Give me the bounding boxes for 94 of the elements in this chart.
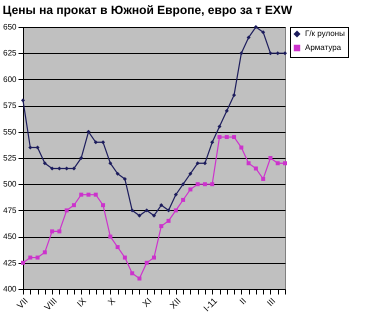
x-tick-label: XI xyxy=(140,296,154,309)
point xyxy=(210,182,214,186)
point xyxy=(86,130,90,134)
point xyxy=(210,140,214,144)
point xyxy=(21,98,25,102)
point xyxy=(116,172,120,176)
point xyxy=(218,124,222,129)
y-tick-label: 575 xyxy=(3,101,18,110)
y-tick-label: 400 xyxy=(3,284,18,294)
point xyxy=(261,176,266,181)
point xyxy=(232,135,236,140)
point xyxy=(137,276,142,281)
point xyxy=(181,198,186,202)
y-tick-label: 475 xyxy=(3,206,18,215)
point xyxy=(79,192,84,197)
point xyxy=(101,203,106,208)
point xyxy=(181,182,186,186)
point xyxy=(196,161,200,166)
point xyxy=(50,229,54,234)
point xyxy=(122,176,127,181)
legend-label: Арматура xyxy=(305,43,342,52)
x-tick-label: VIII xyxy=(42,296,59,312)
point xyxy=(101,140,106,144)
point xyxy=(166,218,171,223)
x-tick-label: X xyxy=(106,296,118,308)
point xyxy=(218,135,222,140)
point xyxy=(159,203,164,208)
point xyxy=(202,182,207,186)
y-tick-label: 550 xyxy=(3,127,18,136)
y-tick-label: 425 xyxy=(3,258,18,268)
y-tick-label: 650 xyxy=(3,22,18,32)
point xyxy=(64,208,69,212)
legend-label: Г/к рулоны xyxy=(305,29,346,38)
point xyxy=(144,208,149,212)
point xyxy=(254,25,258,29)
point xyxy=(42,161,47,166)
point xyxy=(166,208,171,212)
point xyxy=(174,208,178,212)
point xyxy=(130,208,134,212)
point xyxy=(130,271,134,276)
x-tick-label: XII xyxy=(168,296,183,311)
point xyxy=(254,166,258,170)
point xyxy=(174,192,178,197)
point xyxy=(94,192,98,197)
point xyxy=(57,229,62,234)
point xyxy=(36,146,40,150)
point xyxy=(246,35,251,40)
point xyxy=(188,187,192,192)
x-tick-label: VII xyxy=(15,296,30,311)
point xyxy=(283,51,287,56)
y-tick-label: 450 xyxy=(3,232,18,242)
point xyxy=(137,214,142,218)
point xyxy=(72,203,76,208)
point xyxy=(28,256,32,260)
point xyxy=(152,214,156,218)
point xyxy=(283,161,287,166)
point xyxy=(276,51,280,56)
point xyxy=(268,156,272,160)
x-tick-label: I-11 xyxy=(202,296,220,314)
point xyxy=(188,172,192,176)
y-tick-label: 625 xyxy=(3,48,18,58)
point xyxy=(246,161,251,166)
point xyxy=(202,161,207,166)
point xyxy=(64,166,69,170)
point xyxy=(116,245,120,250)
point xyxy=(276,161,280,166)
point xyxy=(224,135,229,140)
point xyxy=(122,256,127,260)
point xyxy=(108,161,112,166)
point xyxy=(79,156,84,160)
x-tick-label: II xyxy=(238,296,248,306)
point xyxy=(108,234,112,239)
point xyxy=(152,256,156,260)
x-tick-label: III xyxy=(264,296,278,308)
y-tick-label: 525 xyxy=(3,154,18,162)
x-tick-label: IX xyxy=(74,296,88,309)
point xyxy=(42,250,47,254)
point xyxy=(159,224,164,228)
y-tick-label: 600 xyxy=(3,74,18,84)
point xyxy=(86,192,90,197)
point xyxy=(224,108,229,113)
point xyxy=(196,182,200,186)
chart-title: Цены на прокат в Южной Европе, евро за т EXW xyxy=(2,3,293,17)
point xyxy=(239,51,244,56)
y-tick-label: 500 xyxy=(3,180,18,189)
point xyxy=(28,146,32,150)
point xyxy=(239,146,244,150)
point xyxy=(268,51,272,56)
point xyxy=(144,260,149,265)
point xyxy=(261,30,266,34)
point xyxy=(36,256,40,260)
point xyxy=(94,140,98,144)
point xyxy=(232,93,236,98)
point xyxy=(21,260,25,265)
